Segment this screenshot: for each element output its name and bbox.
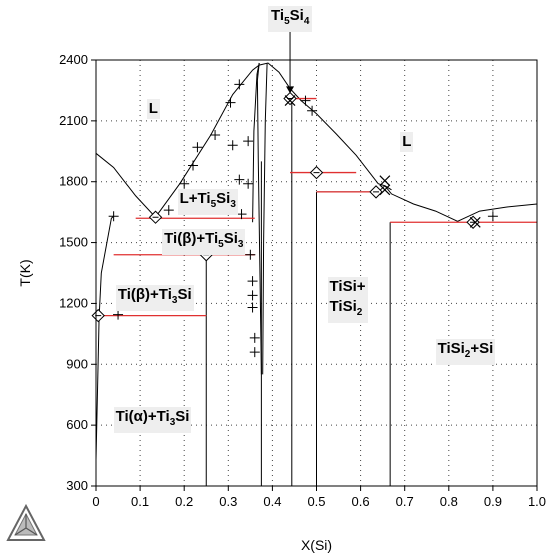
y-tick-label: 1500	[59, 235, 88, 250]
y-tick-label: 1200	[59, 295, 88, 310]
plus-point	[210, 130, 221, 141]
plus-point	[247, 276, 258, 287]
cross-point	[284, 95, 296, 106]
cross-point	[469, 216, 481, 228]
cross-point	[379, 184, 391, 196]
logo-center-lines	[14, 514, 38, 536]
region-label: Ti(α)+Ti3Si	[113, 407, 192, 434]
diamond-point	[283, 91, 297, 106]
plus-point	[108, 211, 119, 222]
plus-point	[227, 140, 238, 151]
plus-point	[236, 209, 247, 220]
plus-point	[188, 160, 199, 171]
diamond-point	[466, 215, 480, 229]
plus-point	[179, 178, 190, 189]
phase-label-ti5si4: Ti5Si4	[268, 6, 313, 32]
phase-boundary-ti5si3-left-boundary	[256, 62, 262, 375]
x-tick-label: 1.0	[528, 494, 546, 509]
plus-point	[234, 174, 245, 185]
cross-point	[379, 175, 391, 187]
x-axis: 0 0.1 0.2 0.3 0.4 0.5 0.6 0.7 0.8 0.9 1.0	[92, 486, 546, 509]
y-tick-label: 2100	[59, 113, 88, 128]
plus-point	[300, 95, 311, 106]
region-label: Ti(β)+Ti5Si3	[162, 228, 246, 255]
region-label: L+Ti5Si3	[177, 188, 238, 215]
region-label: TiSi2+Si	[435, 339, 496, 366]
y-axis-label: T(K)	[17, 259, 33, 286]
diamond-point	[369, 185, 383, 199]
plus-point	[234, 79, 245, 90]
plus-point	[249, 347, 260, 358]
x-tick-label: 0.7	[396, 494, 414, 509]
region-label: L	[146, 98, 160, 119]
plus-point	[243, 178, 254, 189]
phase-boundary-solvus-left	[95, 215, 114, 460]
y-tick-label: 600	[66, 417, 88, 432]
plus-point	[249, 332, 260, 343]
region-label: L	[400, 132, 414, 153]
x-tick-label: 0.3	[219, 494, 237, 509]
plus-point	[245, 249, 256, 260]
arrow-marker	[286, 86, 295, 94]
phase-boundary-ti5si3-upper	[252, 62, 260, 223]
diamond-point	[309, 165, 324, 180]
x-tick-label: 0.2	[175, 494, 193, 509]
thermo-calc-logo-icon	[6, 503, 46, 541]
y-axis: 300 600 900 1200 1500 1800 2100 2400	[59, 52, 96, 493]
phase-boundary-ti5si3-right-boundary	[262, 62, 268, 375]
x-axis-label: X(Si)	[301, 537, 332, 553]
points-layer	[91, 30, 498, 358]
x-tick-label: 0.5	[307, 494, 325, 509]
y-tick-label: 300	[66, 478, 88, 493]
plus-point	[307, 105, 318, 116]
x-tick-label: 0.9	[484, 494, 502, 509]
y-tick-label: 2400	[59, 52, 88, 67]
plus-point	[163, 205, 174, 216]
x-tick-label: 0	[92, 494, 99, 509]
region-label: Ti(β)+Ti3Si	[115, 285, 194, 312]
x-tick-label: 0.4	[263, 494, 281, 509]
plus-point	[247, 290, 258, 301]
plus-point	[243, 136, 254, 147]
plus-point	[487, 211, 498, 222]
plus-point	[247, 302, 258, 313]
x-tick-label: 0.8	[440, 494, 458, 509]
x-tick-label: 0.6	[352, 494, 370, 509]
x-tick-label: 0.1	[131, 494, 149, 509]
diamond-point	[148, 210, 163, 224]
diamond-point	[91, 308, 105, 323]
y-tick-label: 900	[66, 356, 88, 371]
region-label: TiSi+ TiSi2	[327, 277, 368, 324]
plus-point	[192, 142, 203, 153]
plus-point	[225, 97, 236, 108]
y-tick-label: 1800	[59, 174, 88, 189]
